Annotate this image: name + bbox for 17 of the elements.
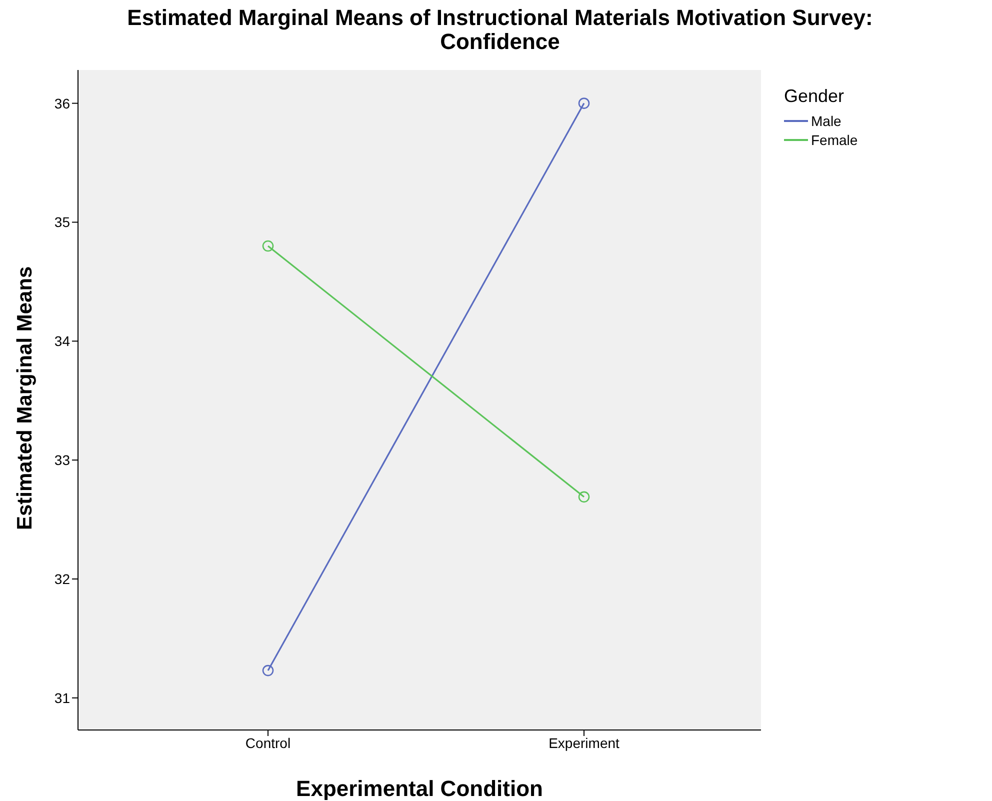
point [262, 240, 274, 252]
x-tick-label: Experiment [548, 734, 620, 751]
y-axis-title: Estimated Marginal Means [13, 266, 36, 530]
y-tick-label: 31 [54, 690, 70, 706]
chart-title: Estimated Marginal Means of Instructional Materials Motivation Survey: Confidence [126, 5, 874, 54]
y-tick-label: 35 [54, 214, 70, 230]
legend-label: Male [811, 112, 842, 128]
y-tick-label: 32 [54, 570, 70, 587]
legend-title: Gender [784, 86, 846, 107]
point [578, 98, 590, 109]
x-tick-label: Control [245, 734, 291, 751]
y-tick-label: 36 [54, 95, 70, 112]
legend-label: Female [811, 132, 858, 148]
point [262, 664, 274, 676]
y-tick-label: 33 [54, 452, 70, 468]
y-tick-label: 34 [54, 333, 70, 350]
point [578, 491, 590, 503]
